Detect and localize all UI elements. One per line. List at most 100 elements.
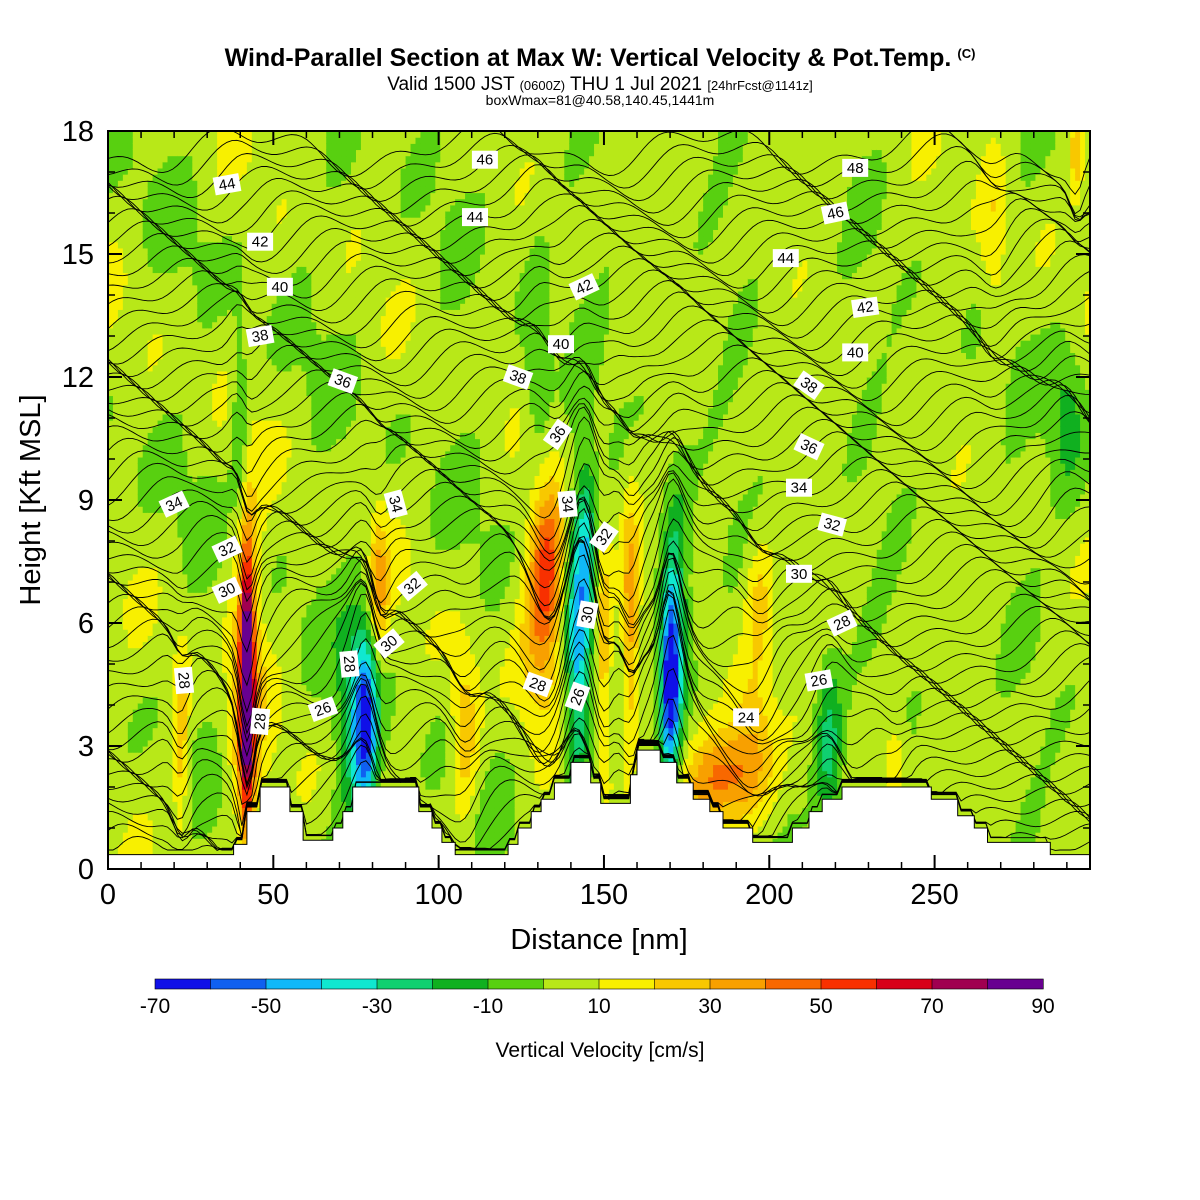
w-cell	[241, 272, 248, 280]
w-cell	[251, 198, 258, 206]
w-cell	[187, 727, 193, 735]
w-cell	[231, 352, 238, 360]
w-cell	[217, 475, 223, 483]
w-cell	[167, 850, 174, 858]
w-cell	[212, 333, 218, 341]
w-cell	[291, 487, 298, 495]
w-cell	[286, 598, 293, 606]
w-cell	[132, 235, 139, 243]
w-cell	[142, 776, 149, 784]
w-cell	[202, 586, 208, 593]
w-cell	[306, 506, 312, 513]
w-cell	[117, 666, 124, 673]
w-cell	[172, 327, 179, 335]
w-cell	[182, 758, 188, 766]
w-cell	[306, 463, 312, 470]
w-cell	[241, 653, 248, 661]
w-cell	[137, 684, 144, 692]
w-cell	[311, 475, 317, 483]
w-cell	[187, 690, 193, 698]
w-cell	[202, 838, 208, 845]
w-cell	[217, 444, 223, 452]
w-cell	[192, 543, 198, 550]
w-cell	[108, 352, 114, 360]
w-cell	[246, 315, 253, 323]
w-cell	[122, 143, 129, 151]
w-cell	[117, 223, 124, 230]
w-cell	[142, 401, 149, 409]
w-cell	[246, 549, 253, 556]
w-cell	[281, 573, 288, 581]
w-cell	[172, 210, 179, 218]
w-cell	[261, 653, 268, 661]
w-cell	[227, 481, 233, 489]
w-cell	[241, 727, 248, 735]
w-cell	[291, 524, 298, 532]
w-cell	[241, 167, 248, 175]
w-cell	[157, 290, 164, 298]
w-cell	[227, 623, 233, 630]
w-cell	[217, 838, 223, 845]
w-cell	[271, 506, 278, 513]
w-cell	[187, 186, 193, 194]
w-cell	[162, 641, 169, 649]
w-cell	[266, 530, 273, 538]
w-cell	[266, 450, 273, 458]
w-cell	[182, 653, 188, 661]
w-cell	[202, 696, 208, 704]
w-cell	[127, 616, 134, 624]
w-cell	[246, 666, 253, 673]
w-cell	[112, 635, 119, 643]
w-cell	[301, 413, 307, 421]
w-cell	[142, 623, 149, 630]
w-cell	[132, 370, 139, 378]
w-cell	[117, 512, 124, 520]
w-cell	[227, 155, 233, 163]
w-cell	[231, 825, 238, 833]
w-cell	[286, 137, 293, 144]
w-cell	[177, 186, 183, 194]
w-cell	[112, 204, 119, 212]
w-cell	[207, 161, 213, 169]
w-cell	[271, 426, 278, 433]
w-cell	[311, 635, 317, 643]
w-cell	[286, 155, 293, 163]
w-cell	[142, 610, 149, 618]
w-cell	[227, 420, 233, 427]
w-cell	[122, 297, 129, 304]
w-cell	[296, 167, 303, 175]
w-cell	[241, 327, 248, 335]
w-cell	[162, 746, 169, 753]
w-cell	[152, 247, 159, 255]
w-cell	[256, 254, 263, 261]
w-cell	[117, 506, 124, 513]
w-cell	[117, 444, 124, 452]
w-cell	[286, 229, 293, 237]
w-cell	[202, 278, 208, 286]
w-cell	[217, 198, 223, 206]
w-cell	[162, 327, 169, 335]
w-cell	[291, 149, 298, 157]
w-cell	[112, 137, 119, 144]
w-cell	[207, 284, 213, 292]
w-cell	[157, 260, 164, 267]
w-cell	[227, 616, 233, 624]
w-cell	[127, 204, 134, 212]
w-cell	[256, 555, 263, 563]
w-cell	[266, 186, 273, 194]
w-cell	[172, 204, 179, 212]
w-cell	[112, 426, 119, 433]
w-cell	[256, 401, 263, 409]
w-cell	[217, 229, 223, 237]
w-cell	[246, 358, 253, 366]
w-cell	[256, 247, 263, 255]
w-cell	[286, 254, 293, 261]
w-cell	[286, 407, 293, 415]
w-cell	[112, 500, 119, 507]
w-cell	[222, 352, 228, 360]
chart-title-text: Wind-Parallel Section at Max W: Vertical…	[225, 44, 952, 72]
w-cell	[261, 512, 268, 520]
w-cell	[231, 807, 238, 815]
w-cell	[306, 155, 312, 163]
w-cell	[182, 616, 188, 624]
